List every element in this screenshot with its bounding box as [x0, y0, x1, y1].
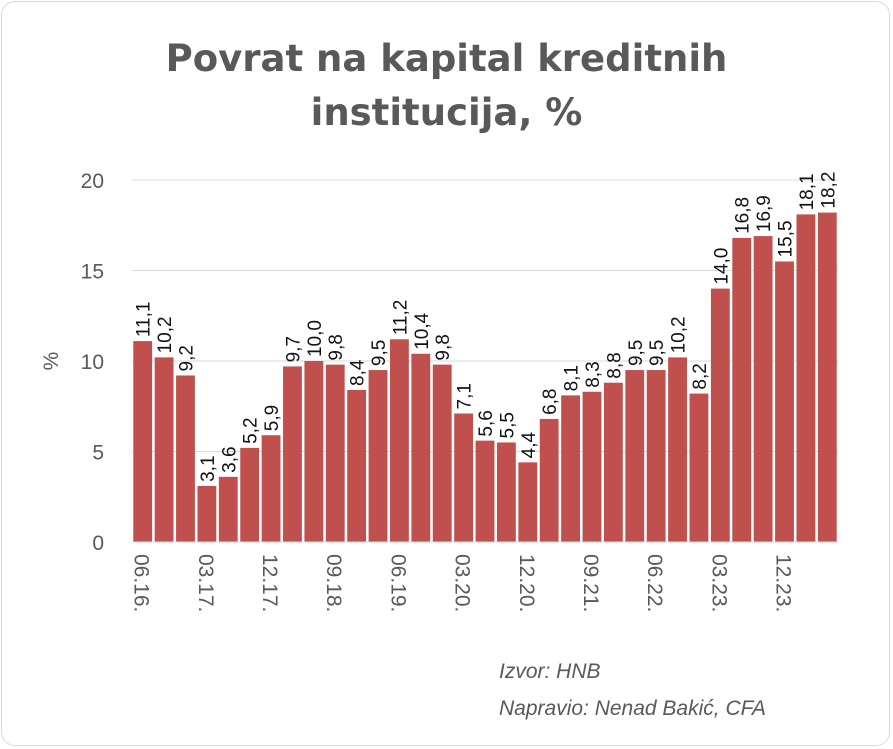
bar — [817, 212, 837, 542]
x-tick-label: 06.16. — [130, 554, 153, 612]
bars — [133, 212, 837, 543]
data-label: 8,8 — [604, 352, 625, 378]
author-label: Napravio: Nenad Bakić, CFA — [499, 697, 766, 720]
data-label: 9,5 — [647, 340, 668, 366]
x-tick-label: 12.17. — [258, 554, 281, 612]
bar — [625, 370, 645, 542]
bar — [603, 382, 623, 542]
y-tick-label: 10 — [81, 351, 104, 374]
chart-title-line-2: institucija, % — [310, 91, 583, 134]
x-tick-label: 09.18. — [322, 554, 345, 612]
bar — [668, 357, 687, 542]
bar — [796, 214, 816, 542]
data-label: 8,2 — [690, 363, 711, 389]
x-tick-label: 03.23. — [707, 554, 730, 612]
x-tick-label: 12.20. — [515, 554, 538, 612]
data-label: 11,1 — [134, 302, 155, 338]
data-label: 8,4 — [348, 359, 369, 386]
bar — [176, 375, 195, 542]
x-tick-label: 06.22. — [643, 554, 666, 612]
data-label: 4,4 — [519, 432, 540, 459]
bar — [475, 440, 495, 542]
data-labels: 11,1 10,29,23,1 3,65,2 5,99,7 10,0 9,88,49,51… — [134, 172, 840, 482]
data-label: 10,2 — [669, 316, 690, 353]
data-label: 6,8 — [540, 388, 561, 414]
y-axis-label: % — [40, 352, 63, 371]
data-label: 9,8 — [326, 334, 347, 360]
bar — [775, 261, 794, 542]
x-tick-label: 03.17. — [194, 554, 217, 612]
x-axis-ticks: 06.16. 03.17. 12.17. 09.18. 06.19. 03.20. 12.2… — [130, 554, 795, 612]
x-tick-label: 12.23. — [772, 554, 795, 612]
bar — [689, 393, 709, 542]
data-label: 9,5 — [626, 340, 647, 366]
data-label: 9,7 — [283, 336, 304, 362]
data-label: 10,2 — [155, 316, 176, 353]
data-label: 8,3 — [583, 361, 604, 387]
bar — [197, 485, 217, 542]
bar — [240, 447, 260, 542]
bar — [325, 364, 345, 542]
y-tick-label: 15 — [81, 261, 104, 284]
chart-title: Povrat na kapital kreditnih institucija,… — [0, 32, 893, 140]
bar — [304, 361, 324, 542]
bar — [411, 353, 431, 542]
x-tick-label: 03.20. — [451, 554, 474, 612]
bar — [561, 395, 580, 542]
bar — [347, 389, 367, 542]
data-label: 10,4 — [412, 312, 433, 349]
bar — [539, 418, 559, 542]
source-label: Izvor: HNB — [499, 660, 601, 683]
y-tick-label: 5 — [92, 442, 104, 465]
data-label: 9,8 — [433, 334, 454, 360]
data-label: 9,2 — [176, 345, 197, 371]
data-label: 18,2 — [818, 172, 839, 209]
bar — [710, 288, 730, 542]
bar — [218, 476, 238, 542]
bar — [133, 341, 153, 542]
data-label: 10,0 — [305, 320, 326, 357]
data-label: 16,9 — [754, 195, 775, 232]
data-label: 8,1 — [562, 365, 583, 391]
data-label: 14,0 — [711, 248, 732, 285]
bar — [283, 366, 302, 542]
bar — [368, 370, 388, 542]
data-label: 5,2 — [241, 417, 262, 443]
bar — [646, 370, 666, 542]
bar — [432, 364, 452, 542]
x-tick-label: 09.21. — [579, 554, 602, 612]
chart-title-line-1: Povrat na kapital kreditnih — [165, 37, 728, 80]
x-tick-label: 06.19. — [386, 554, 409, 612]
data-label: 16,8 — [733, 197, 754, 234]
bar — [390, 339, 409, 542]
data-label: 5,9 — [262, 405, 283, 431]
y-tick-label: 0 — [92, 532, 104, 555]
data-label: 3,6 — [219, 446, 240, 472]
data-label: 7,1 — [455, 383, 476, 409]
data-label: 18,1 — [797, 173, 818, 210]
bar — [454, 413, 474, 542]
y-axis-ticks: 0 5 10 15 20 — [81, 170, 104, 555]
bar — [518, 462, 538, 542]
y-tick-label: 20 — [81, 170, 104, 193]
bar — [154, 357, 174, 542]
bar — [261, 435, 281, 542]
bar — [496, 442, 516, 542]
data-label: 9,5 — [369, 340, 390, 366]
data-label: 3,1 — [198, 455, 219, 481]
bar — [582, 391, 602, 542]
bar — [753, 236, 773, 543]
data-label: 15,5 — [776, 220, 797, 257]
data-label: 5,5 — [497, 412, 518, 438]
data-label: 11,2 — [390, 300, 411, 336]
data-label: 5,6 — [476, 410, 497, 436]
bar — [732, 237, 752, 543]
